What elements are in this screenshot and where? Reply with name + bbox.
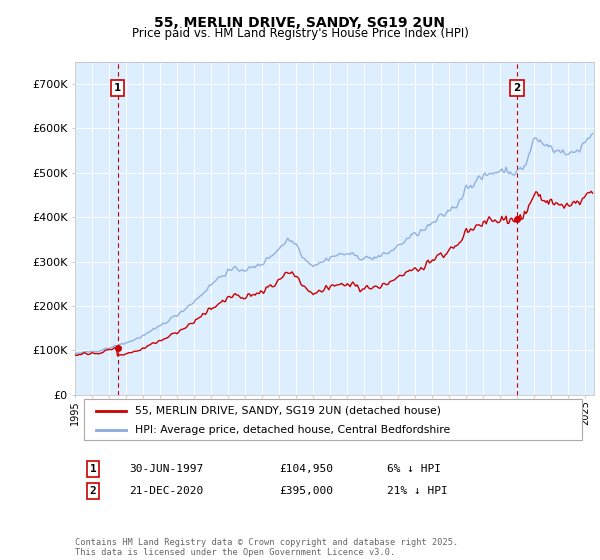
Text: 2: 2 — [89, 486, 97, 496]
Text: 1: 1 — [89, 464, 97, 474]
Text: £104,950: £104,950 — [279, 464, 333, 474]
Text: 55, MERLIN DRIVE, SANDY, SG19 2UN (detached house): 55, MERLIN DRIVE, SANDY, SG19 2UN (detac… — [135, 405, 441, 416]
Text: 21% ↓ HPI: 21% ↓ HPI — [387, 486, 448, 496]
Text: 21-DEC-2020: 21-DEC-2020 — [129, 486, 203, 496]
Text: 30-JUN-1997: 30-JUN-1997 — [129, 464, 203, 474]
Text: Contains HM Land Registry data © Crown copyright and database right 2025.
This d: Contains HM Land Registry data © Crown c… — [75, 538, 458, 557]
Text: £395,000: £395,000 — [279, 486, 333, 496]
Text: Price paid vs. HM Land Registry's House Price Index (HPI): Price paid vs. HM Land Registry's House … — [131, 27, 469, 40]
Text: 55, MERLIN DRIVE, SANDY, SG19 2UN: 55, MERLIN DRIVE, SANDY, SG19 2UN — [155, 16, 445, 30]
Text: HPI: Average price, detached house, Central Bedfordshire: HPI: Average price, detached house, Cent… — [135, 424, 450, 435]
Text: 2: 2 — [513, 83, 521, 94]
Text: 1: 1 — [114, 83, 121, 94]
Text: 6% ↓ HPI: 6% ↓ HPI — [387, 464, 441, 474]
